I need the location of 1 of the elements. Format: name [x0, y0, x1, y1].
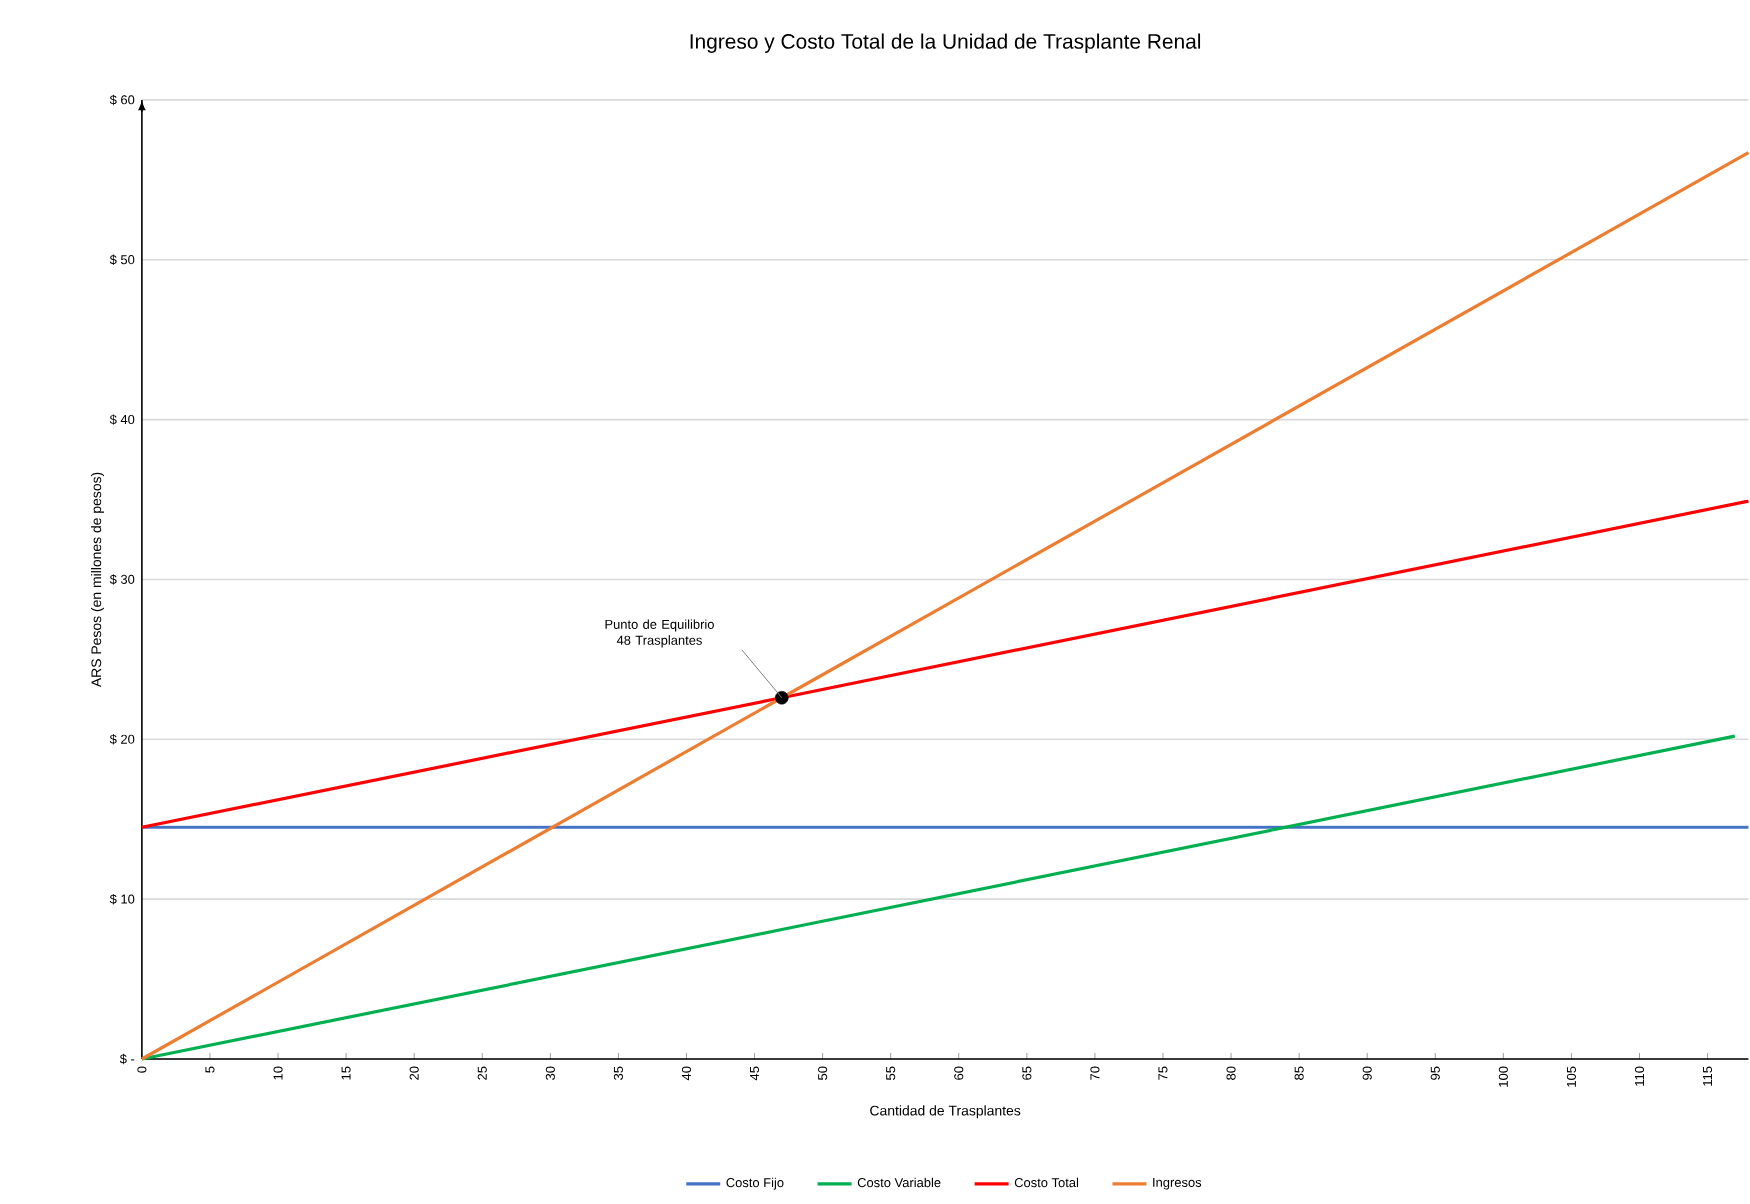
chart-title: Ingreso y Costo Total de la Unidad de Trasplante Renal	[690, 33, 1201, 53]
